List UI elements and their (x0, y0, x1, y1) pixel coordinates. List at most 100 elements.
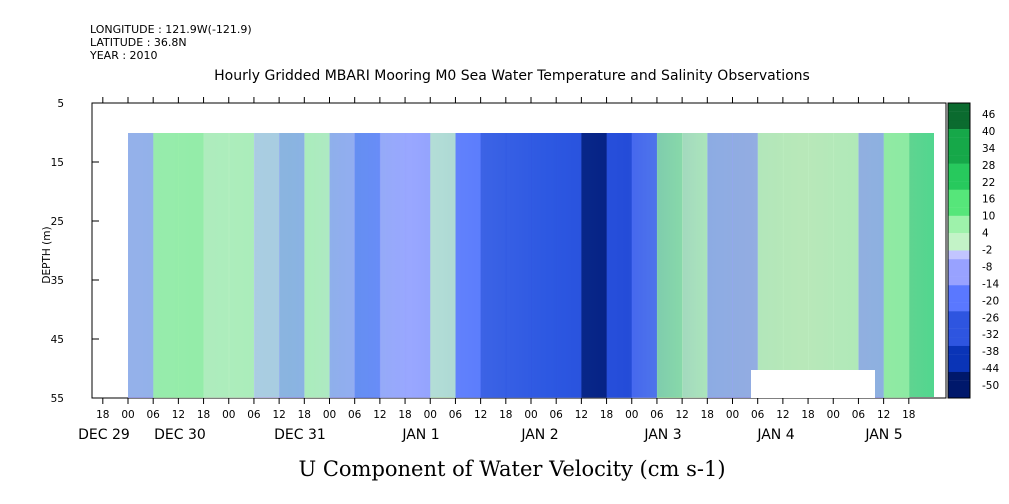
colorbar-swatch (948, 129, 970, 138)
colorbar-label: -8 (982, 261, 992, 273)
colorbar-swatch (948, 328, 970, 338)
colorbar-label: 28 (982, 160, 995, 172)
y-tick-label: 55 (51, 393, 64, 405)
heatmap-column (631, 133, 658, 398)
colorbar-label: 4 (982, 228, 989, 240)
colorbar-swatch (948, 241, 970, 251)
heatmap-column (682, 133, 708, 398)
missing-data-box (751, 370, 875, 398)
x-tick-label: 18 (96, 409, 109, 421)
colorbar-label: -44 (982, 363, 999, 375)
x-tick-label: 18 (398, 409, 411, 421)
colorbar-swatch (948, 111, 970, 121)
heatmap-column (581, 133, 608, 398)
heatmap-column (531, 133, 557, 398)
colorbar-label: -26 (982, 312, 999, 324)
heatmap-column (178, 133, 205, 398)
y-tick-label: 45 (51, 334, 64, 346)
heatmap-column (480, 133, 507, 398)
x-day-label: DEC 30 (154, 427, 206, 443)
colorbar-label: 10 (982, 211, 995, 223)
longitude-label: LONGITUDE : 121.9W(-121.9) (90, 23, 252, 36)
x-tick-label: 06 (147, 409, 161, 421)
colorbar-swatch (948, 207, 970, 216)
heatmap-column (228, 133, 255, 398)
heatmap-column (253, 133, 280, 398)
x-tick-label: 06 (852, 409, 866, 421)
heatmap-column (556, 133, 582, 398)
x-day-label: DEC 31 (274, 427, 326, 443)
colorbar-swatch (948, 103, 970, 112)
x-tick-label: 18 (600, 409, 613, 421)
x-tick-label: 18 (197, 409, 210, 421)
heatmap-column (430, 133, 456, 398)
heatmap-column (883, 133, 910, 398)
x-tick-label: 18 (298, 409, 311, 421)
x-tick-label: 06 (550, 409, 564, 421)
colorbar-swatch (948, 233, 970, 243)
colorbar-label: -38 (982, 346, 999, 358)
colorbar-swatch (948, 163, 970, 173)
colorbar-swatch (948, 155, 970, 164)
x-tick-label: 12 (373, 409, 386, 421)
colorbar-swatch (948, 302, 970, 312)
x-tick-label: 00 (323, 409, 336, 421)
x-axis-label: U Component of Water Velocity (cm s-1) (298, 457, 725, 481)
colorbar-swatch (948, 276, 970, 286)
latitude-label: LATITUDE : 36.8N (90, 36, 187, 49)
colorbar-swatch (948, 172, 970, 182)
x-tick-label: 18 (902, 409, 915, 421)
heatmap-column (128, 133, 154, 398)
colorbar-frame (947, 102, 971, 399)
x-axis: 18 00 06 12 18 00 06 12 18 00 06 12 18 00 06 12 18 00 06 12… (78, 97, 916, 443)
heatmap-column (656, 133, 683, 398)
heatmap-column (455, 133, 482, 398)
heatmap-column (808, 133, 834, 398)
heatmap-column (858, 133, 885, 398)
heatmap-column (782, 133, 809, 398)
year-label: YEAR : 2010 (90, 49, 158, 62)
colorbar-swatch (948, 293, 970, 303)
heatmap-column (379, 133, 406, 398)
x-tick-label: 06 (247, 409, 261, 421)
heatmap-column (329, 133, 356, 398)
x-tick-label: 18 (499, 409, 512, 421)
x-tick-label: 12 (474, 409, 487, 421)
y-tick-label: 15 (51, 157, 64, 169)
colorbar-label: -50 (982, 380, 999, 392)
y-tick-label: 25 (51, 216, 64, 228)
x-day-label: JAN 2 (520, 427, 558, 443)
colorbar-swatch (948, 371, 970, 381)
x-day-label: JAN 4 (756, 427, 794, 443)
x-tick-label: 06 (449, 409, 463, 421)
x-tick-label: 00 (121, 409, 134, 421)
colorbar-label: -2 (982, 245, 992, 257)
heatmap-column (304, 133, 330, 398)
plot-area (91, 102, 947, 399)
x-tick-label: 12 (172, 409, 185, 421)
colorbar-swatch (948, 285, 970, 295)
colorbar-label: -20 (982, 295, 999, 307)
colorbar-swatch (948, 267, 970, 277)
y-tick-label: 5 (57, 98, 64, 110)
x-tick-label: 12 (272, 409, 285, 421)
heatmap-column (279, 133, 305, 398)
x-tick-label: 18 (801, 409, 814, 421)
heatmap-column (505, 133, 532, 398)
colorbar-label: 16 (982, 194, 996, 206)
colorbar-swatch (948, 146, 970, 156)
colorbar-swatch (948, 354, 970, 364)
colorbar-label: 34 (982, 143, 996, 155)
x-day-label: DEC 29 (78, 427, 130, 443)
heatmap-column (707, 133, 733, 398)
heatmap-columns (128, 133, 910, 398)
colorbar-swatch (948, 345, 970, 355)
colorbar-swatch (948, 380, 970, 390)
x-day-label: JAN 1 (401, 427, 439, 443)
x-tick-label: 06 (650, 409, 664, 421)
heatmap-column (757, 133, 784, 398)
colorbar-swatch (948, 181, 970, 190)
colorbar-label: -14 (982, 278, 999, 290)
heatmap-column (405, 133, 431, 398)
colorbar-label: -32 (982, 329, 999, 341)
